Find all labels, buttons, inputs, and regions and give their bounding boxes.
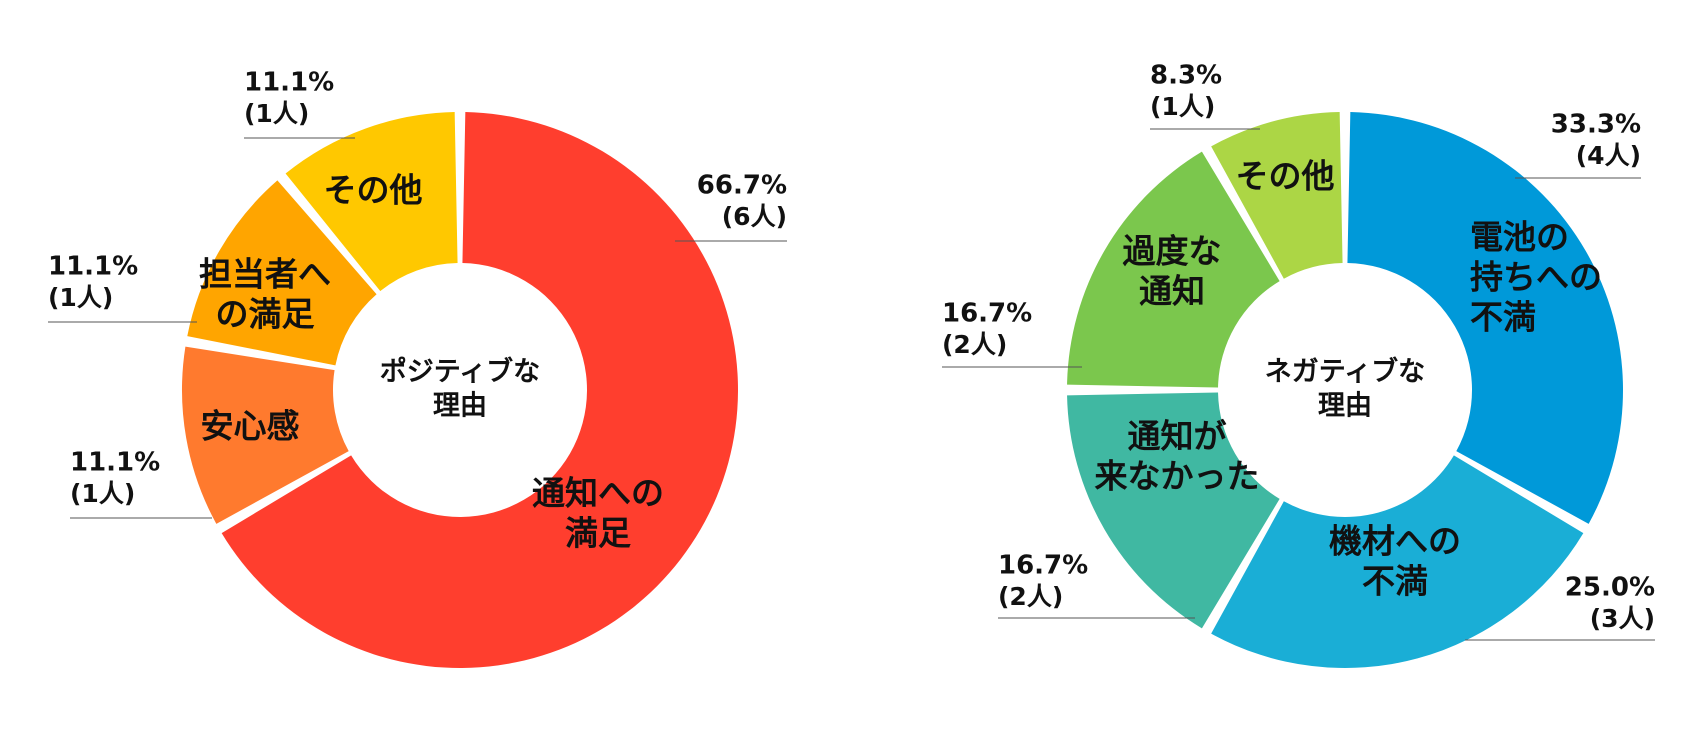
center-label-line-1: ポジティブな [380,356,540,388]
slice-percent-label-3: 11.1% [48,252,138,282]
slice-count-label-4: (1人) [244,99,309,128]
slice-label-2-line-1: 機材への [1329,522,1461,561]
donut-slice-2 [181,346,349,524]
slice-count-label-4: (2人) [942,330,1007,359]
slice-count-label-3: (1人) [48,283,113,312]
slice-label-4-line-1: その他 [324,171,423,210]
donut-slice-1 [221,112,738,669]
slice-count-label-1: (6人) [722,202,787,231]
slice-label-2-line-2: 不満 [1362,562,1428,601]
slice-label-1-line-3: 不満 [1470,298,1536,337]
slice-count-label-2: (3人) [1590,604,1655,633]
slice-count-label-2: (1人) [70,479,135,508]
slice-label-1-line-1: 電池の [1470,218,1569,257]
slice-percent-label-1: 66.7% [697,171,787,201]
slice-label-5-line-1: その他 [1236,157,1335,196]
donut-slice-5 [1211,112,1343,279]
donut-slice-3 [1067,392,1280,629]
slice-percent-label-2: 25.0% [1565,573,1655,603]
slice-label-2-line-1: 安心感 [201,407,300,446]
positive-reasons-donut-chart: 通知への満足66.7%(6人)安心感11.1%(1人)担当者への満足11.1%(… [48,68,787,669]
slice-label-1-line-2: 満足 [565,514,631,553]
slice-label-3-line-2: 来なかった [1095,457,1260,496]
slice-label-1-line-1: 通知への [532,474,664,513]
slice-percent-label-4: 11.1% [244,68,334,98]
slice-label-4-line-2: 通知 [1139,272,1205,311]
donut-slice-4 [1067,151,1280,388]
center-label-line-1: ネガティブな [1265,356,1425,388]
slice-label-1-line-2: 持ちへの [1470,258,1602,297]
donut-slice-1 [1347,112,1624,524]
slice-count-label-1: (4人) [1576,141,1641,170]
center-label-line-2: 理由 [433,391,487,422]
slice-percent-label-2: 11.1% [70,448,160,478]
slice-count-label-5: (1人) [1150,92,1215,121]
slice-label-3-line-1: 通知が [1128,417,1227,456]
slice-label-4-line-1: 過度な [1123,232,1222,271]
slice-percent-label-3: 16.7% [998,551,1088,581]
donut-slice-3 [187,180,377,366]
slice-label-3-line-1: 担当者へ [199,255,331,294]
slice-label-3-line-2: の満足 [216,295,315,334]
donut-slice-2 [1211,455,1584,668]
slice-percent-label-5: 8.3% [1150,61,1222,91]
slice-count-label-3: (2人) [998,582,1063,611]
donut-slice-4 [285,112,458,292]
slice-percent-label-1: 33.3% [1551,110,1641,140]
slice-percent-label-4: 16.7% [942,299,1032,329]
center-label-line-2: 理由 [1318,391,1372,422]
